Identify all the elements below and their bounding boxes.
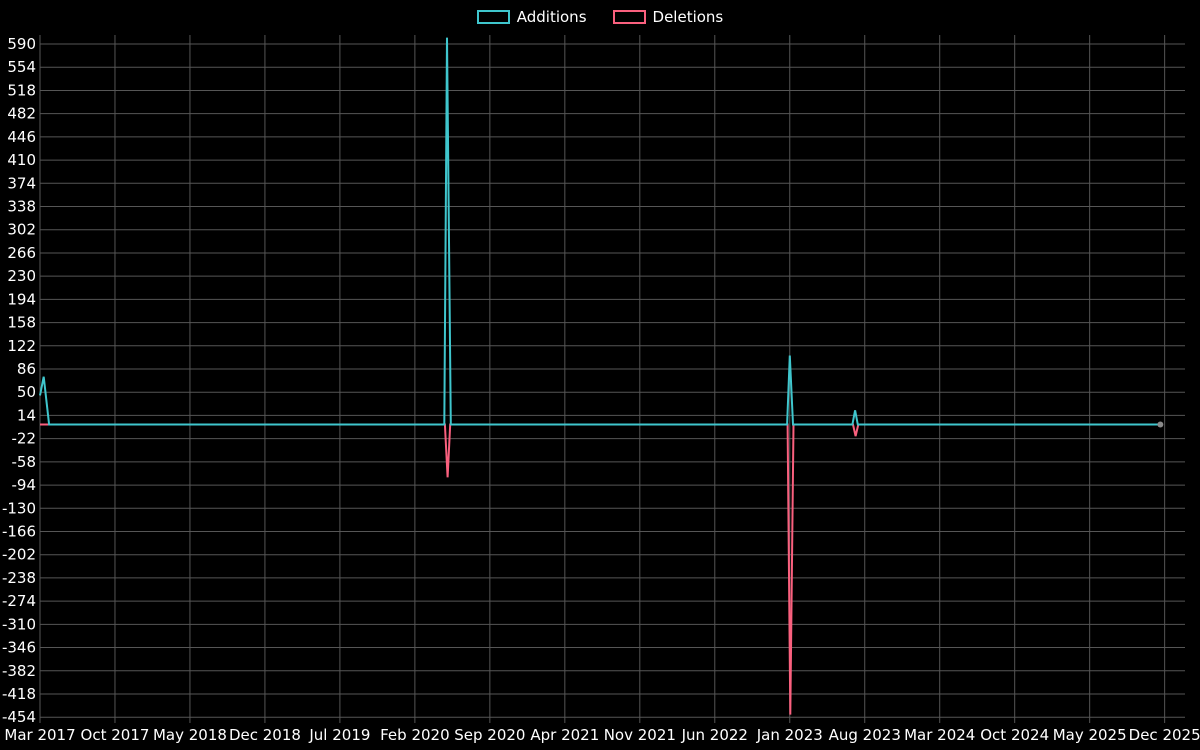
x-axis-tick-label: Mar 2017	[4, 726, 75, 744]
series-end-marker	[1157, 421, 1164, 428]
y-axis-tick-label: 230	[7, 267, 36, 285]
y-axis-tick-label: 266	[7, 244, 36, 262]
y-axis-tick-label: 374	[7, 174, 36, 192]
x-axis-tick-label: Jun 2022	[681, 726, 748, 744]
y-axis-tick-label: -130	[2, 499, 36, 517]
y-axis-tick-label: -166	[2, 522, 36, 540]
y-axis-tick-label: -346	[2, 639, 36, 657]
deletions-swatch-icon	[612, 10, 646, 24]
x-axis-tick-label: May 2025	[1053, 726, 1127, 744]
x-axis-tick-label: Jul 2019	[308, 726, 370, 744]
x-axis-tick-label: Feb 2020	[380, 726, 450, 744]
x-axis-tick-label: Aug 2023	[829, 726, 901, 744]
x-axis-tick-label: Dec 2025	[1129, 726, 1200, 744]
y-axis-tick-label: -382	[2, 662, 36, 680]
y-axis-tick-label: -202	[2, 546, 36, 564]
y-axis-tick-label: 518	[7, 81, 36, 99]
y-axis-tick-label: 410	[7, 151, 36, 169]
y-axis-tick-label: -310	[2, 615, 36, 633]
y-axis-tick-label: -22	[12, 430, 37, 448]
y-axis-tick-label: 302	[7, 221, 36, 239]
x-axis-tick-label: Jan 2023	[756, 726, 823, 744]
y-axis-tick-label: 194	[7, 290, 36, 308]
y-axis-tick-label: 14	[17, 406, 36, 424]
legend-label-additions: Additions	[516, 8, 587, 26]
additions-line	[39, 37, 1161, 426]
y-axis-tick-label: -238	[2, 569, 36, 587]
y-axis-tick-label: 122	[7, 337, 36, 355]
y-axis-tick-label: -454	[2, 708, 36, 726]
y-axis-tick-label: 86	[17, 360, 36, 378]
x-axis-tick-label: Mar 2024	[904, 726, 975, 744]
y-axis-tick-label: -94	[12, 476, 37, 494]
y-axis-tick-label: -274	[2, 592, 36, 610]
y-axis-tick-label: -58	[12, 453, 37, 471]
x-axis-tick-label: Sep 2020	[454, 726, 525, 744]
y-axis-tick-label: 590	[7, 35, 36, 53]
legend-item-deletions[interactable]: Deletions	[612, 8, 724, 26]
x-axis-tick-label: Oct 2017	[81, 726, 150, 744]
y-axis-tick-label: 338	[7, 198, 36, 216]
x-axis-tick-label: May 2018	[153, 726, 227, 744]
x-axis-tick-label: Nov 2021	[604, 726, 676, 744]
y-axis-tick-label: 50	[17, 383, 36, 401]
x-axis-tick-label: Dec 2018	[229, 726, 301, 744]
deletions-line	[40, 423, 1161, 715]
y-axis-tick-label: 446	[7, 128, 36, 146]
y-axis-tick-label: 158	[7, 314, 36, 332]
legend-item-additions[interactable]: Additions	[476, 8, 587, 26]
x-axis-tick-label: Apr 2021	[530, 726, 599, 744]
chart-legend: Additions Deletions	[0, 8, 1200, 26]
y-axis-tick-label: 482	[7, 105, 36, 123]
additions-swatch-icon	[476, 10, 510, 24]
legend-label-deletions: Deletions	[652, 8, 724, 26]
y-axis-tick-label: -418	[2, 685, 36, 703]
y-axis-tick-label: 554	[7, 58, 36, 76]
x-axis-tick-label: Oct 2024	[980, 726, 1049, 744]
